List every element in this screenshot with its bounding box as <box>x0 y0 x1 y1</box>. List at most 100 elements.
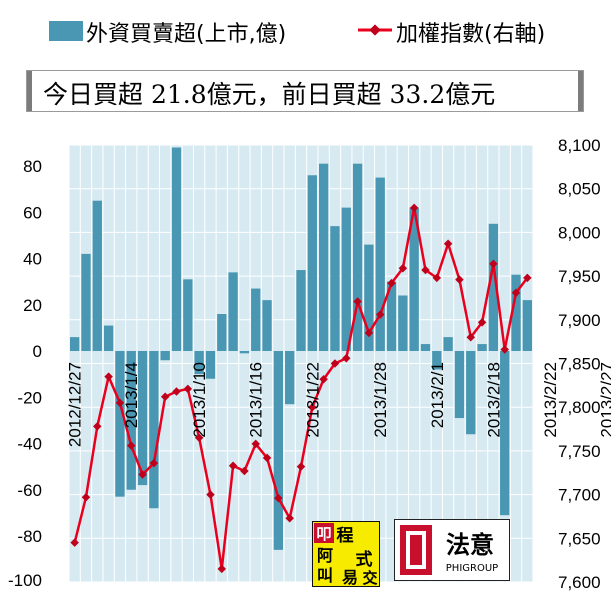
left-tick-label: 40 <box>23 250 42 269</box>
index-point-12 <box>194 433 204 443</box>
legend-line-label: 加權指數(右軸) <box>396 22 546 47</box>
bar-18 <box>262 300 272 351</box>
bar-35 <box>454 351 465 419</box>
bar-9 <box>160 351 170 361</box>
bar-3 <box>92 200 102 351</box>
index-point-13 <box>206 490 215 499</box>
index-point-27 <box>364 328 374 338</box>
index-point-30 <box>398 263 408 273</box>
bar-13 <box>205 351 216 379</box>
right-tick-label: 7,850 <box>558 355 601 374</box>
x-tick-label: 2013/1/28 <box>371 362 390 438</box>
bar-39 <box>500 351 510 516</box>
logo-char-1: 程 <box>337 526 354 546</box>
x-tick-label: 2013/2/1 <box>428 362 447 428</box>
bar-22 <box>307 175 317 351</box>
bar-4 <box>103 325 114 351</box>
x-tick-label: 2012/12/27 <box>66 362 85 447</box>
index-point-41 <box>523 273 532 283</box>
bar-29 <box>386 281 397 351</box>
right-tick-label: 7,600 <box>558 573 601 592</box>
legend-line-swatch <box>358 24 392 36</box>
index-point-32 <box>421 265 430 275</box>
bar-6 <box>126 351 136 490</box>
index-point-4 <box>104 372 113 381</box>
bar-17 <box>251 288 261 351</box>
summary-box: 今日買超 21.8億元，前日買超 33.2億元 <box>26 70 584 112</box>
bar-26 <box>352 163 363 351</box>
index-point-24 <box>330 359 340 368</box>
bar-16 <box>239 351 250 354</box>
bar-38 <box>488 223 499 351</box>
x-axis-ticks: 2012/12/27 2013/1/4 2013/1/10 2013/1/16 2013… <box>66 362 611 447</box>
index-point-36 <box>466 333 475 342</box>
right-tick-label: 7,900 <box>558 311 601 330</box>
right-tick-label: 7,700 <box>558 486 601 505</box>
index-point-25 <box>342 354 351 363</box>
line-series <box>70 203 532 574</box>
x-tick-label: 2013/2/22 <box>541 362 560 438</box>
index-point-18 <box>262 453 272 463</box>
index-point-29 <box>387 278 396 288</box>
x-tick-label: 2013/1/4 <box>122 362 141 428</box>
bar-2 <box>81 253 91 351</box>
index-point-37 <box>477 318 487 327</box>
left-tick-label: -40 <box>17 435 42 454</box>
logo-mark: 叩 <box>316 525 331 543</box>
left-tick-label: -80 <box>17 527 42 546</box>
right-axis-ticks: 7,600 7,650 7,700 7,750 7,800 7,850 7,900 7,950… <box>558 136 601 592</box>
bar-8 <box>149 351 159 509</box>
index-point-11 <box>183 384 193 394</box>
bar-21 <box>296 270 306 351</box>
index-point-5 <box>115 398 125 408</box>
left-tick-label: 80 <box>23 157 42 176</box>
bar-24 <box>330 226 340 351</box>
logo-phigroup-sub: PHIGROUP <box>446 563 498 574</box>
index-point-2 <box>81 492 91 502</box>
bar-41 <box>522 300 532 351</box>
index-point-16 <box>240 466 249 476</box>
bar-32 <box>420 344 431 351</box>
index-point-19 <box>274 493 283 503</box>
index-point-21 <box>296 462 306 471</box>
bar-23 <box>318 163 329 351</box>
summary-text: 今日買超 21.8億元，前日買超 33.2億元 <box>43 80 496 109</box>
index-point-31 <box>409 203 419 213</box>
bar-30 <box>398 295 408 351</box>
logo-char-4: 易 <box>342 568 358 587</box>
logo-program-trading: 叩 程 阿 式 叫 交 易 <box>312 521 380 587</box>
index-point-6 <box>127 441 136 450</box>
logo-phigroup-name: 法意 <box>446 531 494 559</box>
bar-10 <box>171 147 182 351</box>
bar-27 <box>364 244 374 351</box>
left-tick-label: -20 <box>17 388 42 407</box>
bar-20 <box>285 351 295 405</box>
bar-12 <box>194 351 204 375</box>
index-point-9 <box>160 392 170 401</box>
logo-char-2: 式 <box>356 549 373 570</box>
bar-1 <box>70 337 80 351</box>
logo-char-b: 叫 <box>317 566 333 585</box>
gridlines <box>68 144 534 583</box>
index-point-15 <box>228 461 238 471</box>
right-tick-label: 8,000 <box>558 223 601 242</box>
legend: 外資買賣超(上市,億) 加權指數(右軸) <box>0 14 611 47</box>
bar-36 <box>466 351 476 435</box>
bar-25 <box>341 207 351 351</box>
legend-bar-label: 外資買賣超(上市,億) <box>86 22 287 47</box>
left-axis-ticks: -100 -80 -60 -40 -20 0 20 40 60 80 <box>8 157 42 590</box>
logo-phigroup: 法意 PHIGROUP <box>394 519 510 581</box>
right-tick-label: 7,750 <box>558 442 601 461</box>
right-tick-label: 7,950 <box>558 267 601 286</box>
index-point-28 <box>375 310 385 319</box>
index-point-10 <box>172 387 181 396</box>
bar-15 <box>228 272 238 351</box>
right-tick-label: 8,050 <box>558 180 601 199</box>
x-tick-label: 2013/2/27 <box>598 362 611 438</box>
bar-28 <box>375 177 385 351</box>
bar-19 <box>273 351 284 550</box>
left-tick-label: 0 <box>33 342 42 361</box>
index-point-7 <box>138 470 147 479</box>
bar-14 <box>217 314 227 351</box>
